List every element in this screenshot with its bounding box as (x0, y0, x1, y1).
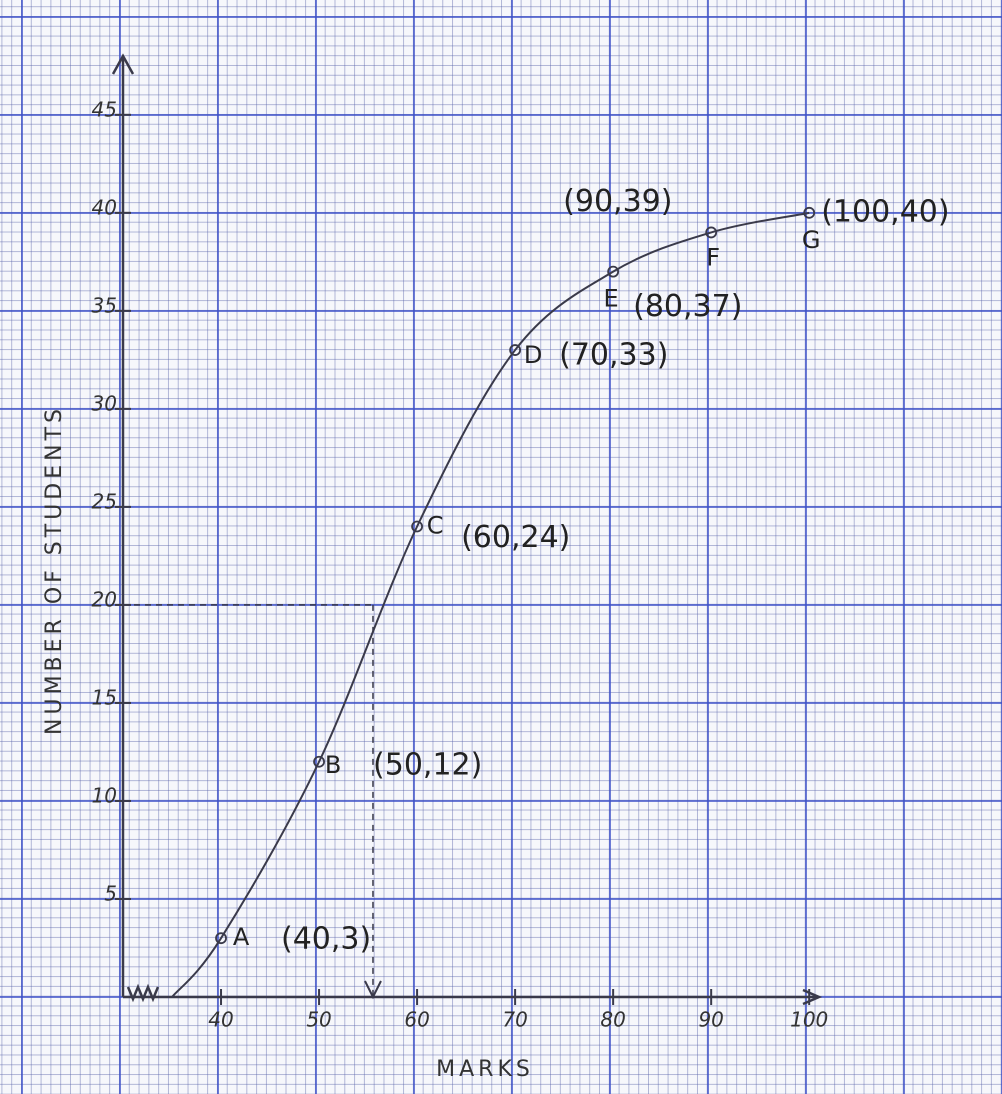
point-label: G (802, 226, 821, 254)
y-tick-label: 25 (92, 489, 117, 513)
x-tick-label: 40 (208, 1008, 233, 1032)
value-label: (100,40) (821, 194, 949, 229)
chart: MARKS NUMBER OF STUDENTS 5 10 15 20 25 30 35 40… (0, 0, 1002, 1094)
value-label: (50,12) (373, 747, 482, 782)
point-label: A (233, 923, 250, 951)
point-label: F (706, 243, 720, 271)
x-axis-label: MARKS (436, 1057, 534, 1082)
x-tick-label: 100 (790, 1008, 828, 1032)
x-tick-label: 80 (600, 1008, 625, 1032)
y-tick-label: 20 (92, 587, 117, 611)
point-label: C (427, 512, 444, 540)
y-axis-label: NUMBER OF STUDENTS (42, 405, 67, 735)
point-label: B (325, 751, 341, 779)
y-tick-label: 10 (92, 783, 117, 807)
y-tick-label: 5 (104, 881, 117, 905)
x-tick-label: 90 (698, 1008, 723, 1032)
y-tick-label: 15 (92, 685, 117, 709)
value-label: (80,37) (633, 289, 742, 324)
y-tick-label: 30 (92, 391, 117, 415)
value-label: (70,33) (559, 338, 668, 373)
y-tick-label: 35 (92, 293, 117, 317)
value-label: (90,39) (563, 184, 672, 219)
value-label: (60,24) (461, 520, 570, 555)
value-label: (40,3) (281, 922, 371, 957)
y-tick-label: 45 (92, 97, 117, 121)
x-tick-label: 70 (502, 1008, 527, 1032)
axis-break (128, 987, 158, 999)
x-tick-label: 60 (404, 1008, 429, 1032)
y-tick-label: 40 (92, 195, 117, 219)
point-label: E (604, 285, 619, 313)
x-tick-label: 50 (306, 1008, 331, 1032)
point-label: D (524, 341, 542, 369)
